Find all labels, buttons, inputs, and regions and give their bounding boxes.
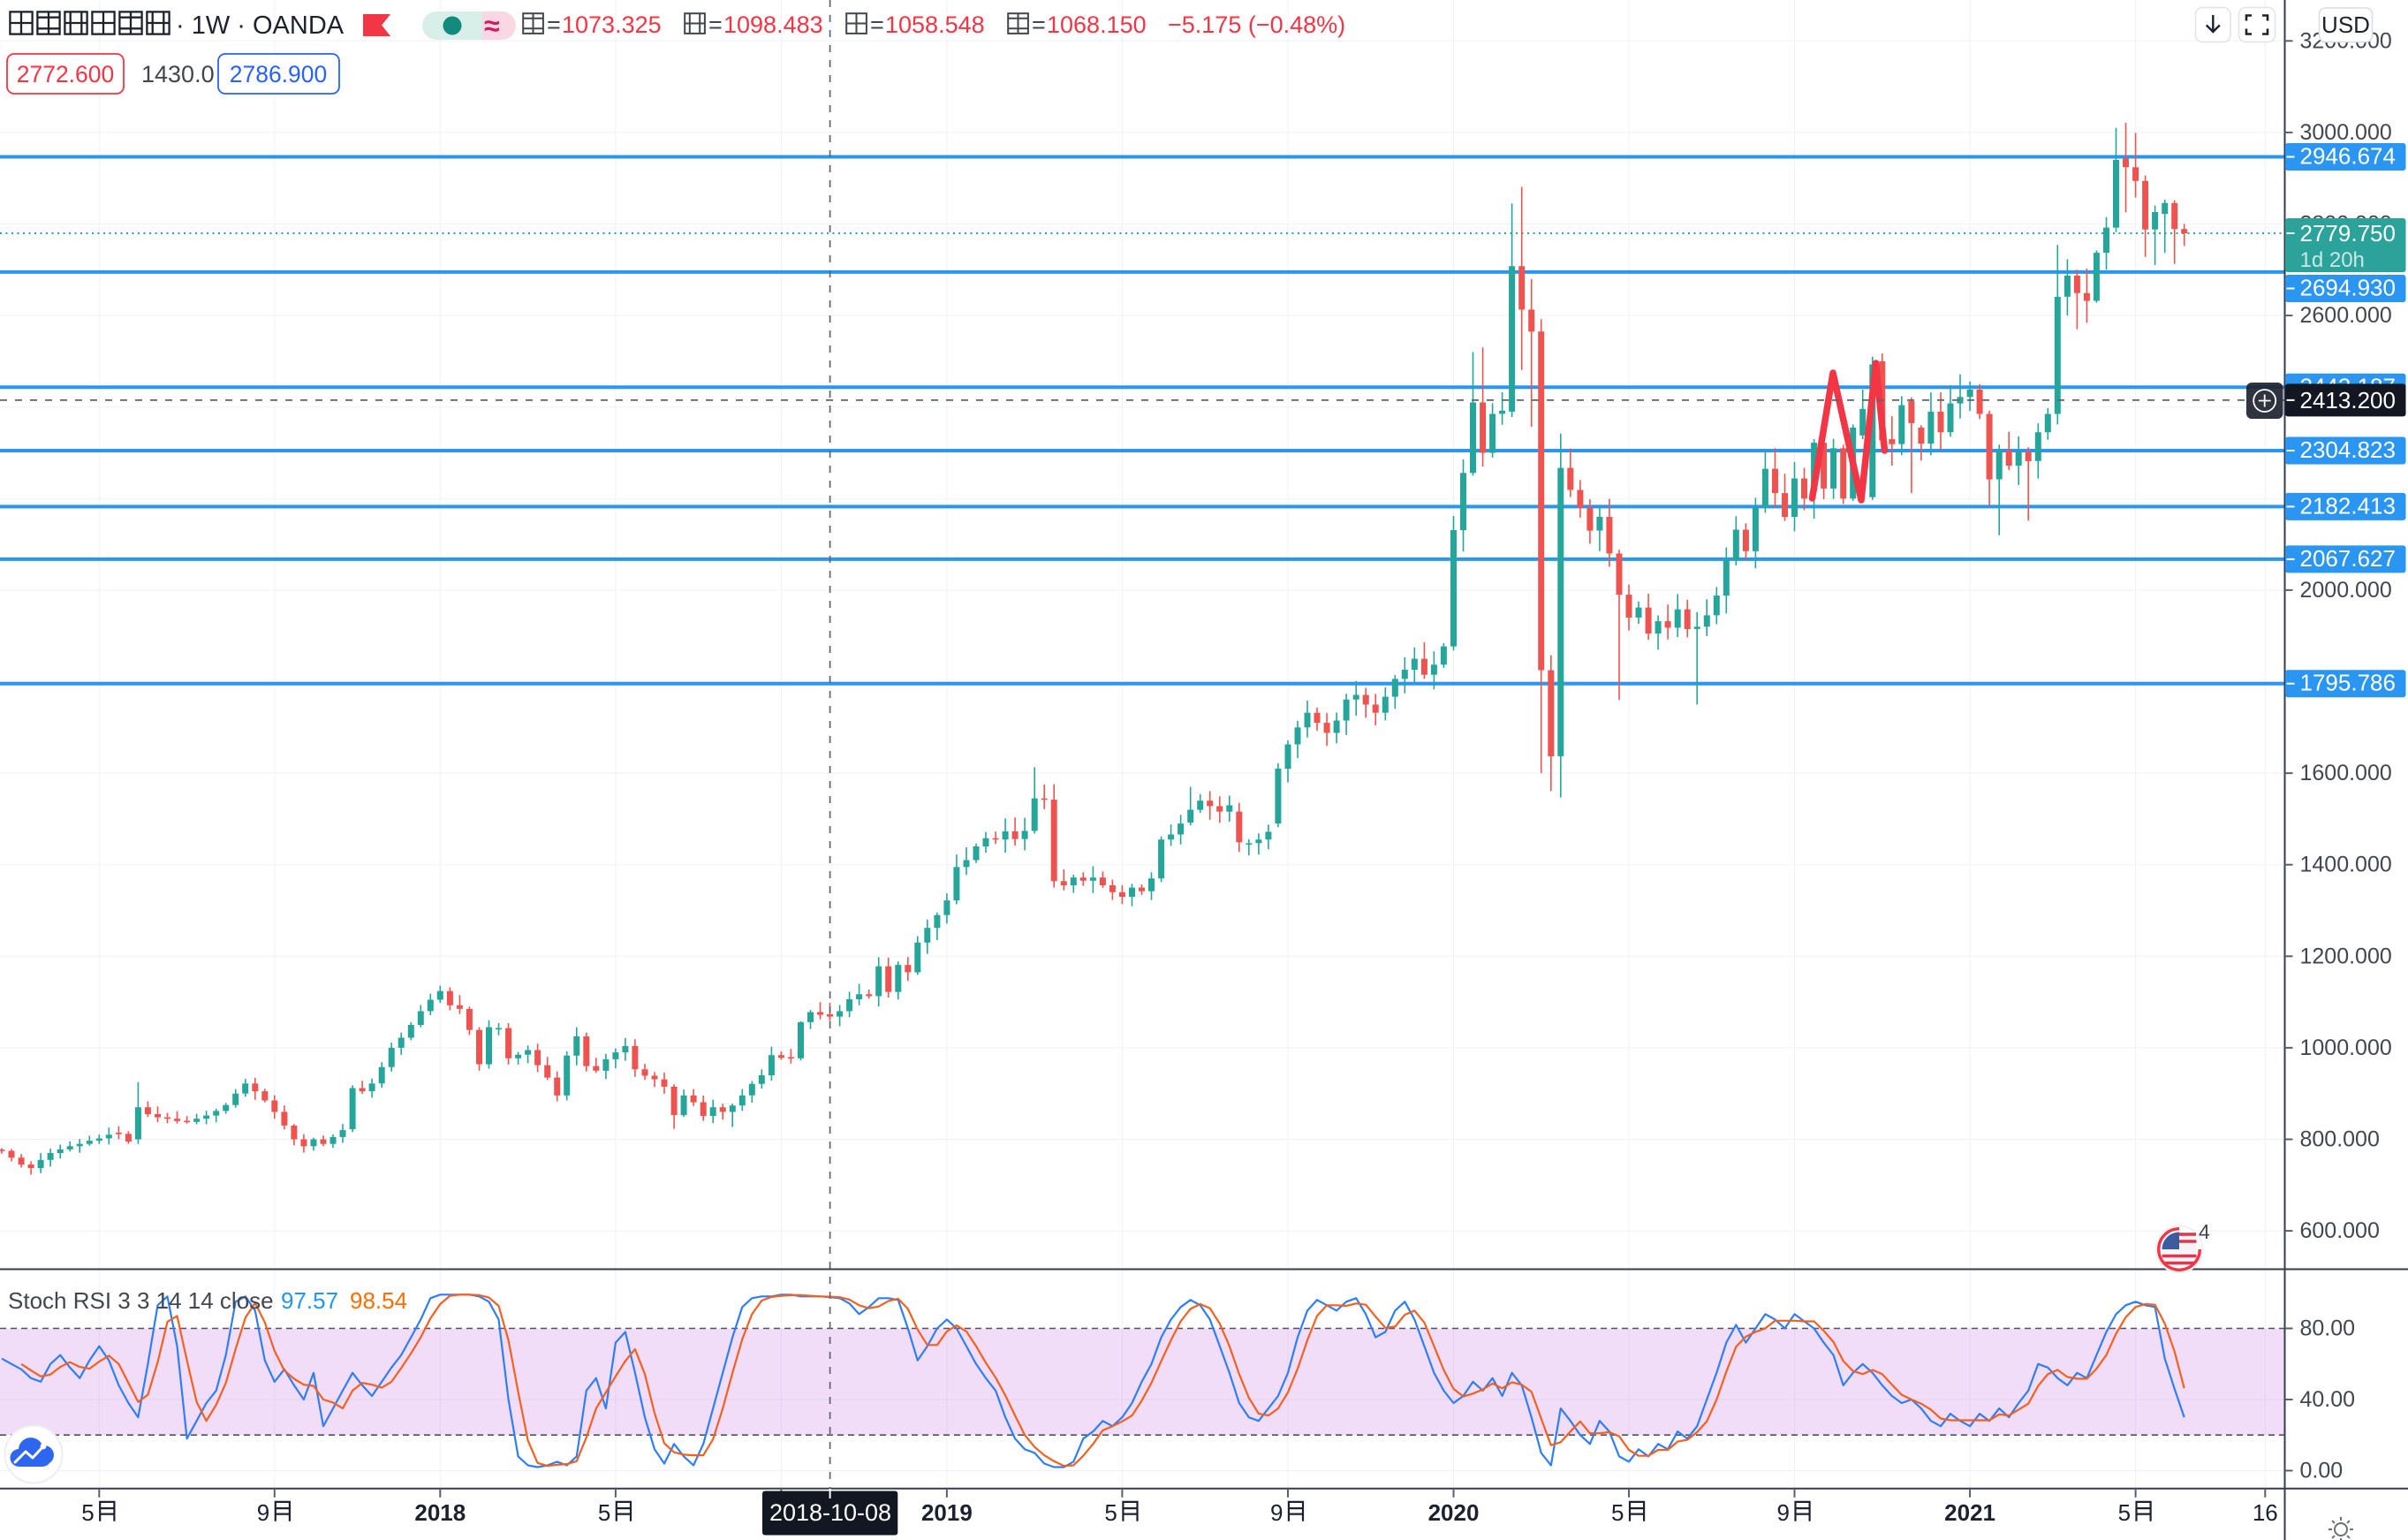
svg-text:1098.483: 1098.483 [723,11,823,38]
svg-text:2000.000: 2000.000 [2300,578,2392,603]
svg-text:2694.930: 2694.930 [2300,275,2396,301]
svg-text:3000.000: 3000.000 [2300,120,2392,145]
svg-text:· 1W · OANDA: · 1W · OANDA [176,11,345,40]
svg-text:5: 5 [2118,1499,2131,1526]
svg-text:=: = [547,11,561,38]
svg-text:2182.413: 2182.413 [2300,492,2396,519]
svg-text:5: 5 [1104,1499,1117,1526]
svg-text:1200.000: 1200.000 [2300,944,2392,968]
svg-text:2779.750: 2779.750 [2300,220,2396,247]
svg-text:Stoch RSI 3 3 14 14 close: Stoch RSI 3 3 14 14 close [8,1287,274,1314]
svg-text:4: 4 [2199,1220,2210,1243]
svg-text:1600.000: 1600.000 [2300,761,2392,785]
svg-text:2019: 2019 [921,1499,973,1526]
svg-text:≈: ≈ [484,10,500,42]
svg-text:1d 20h: 1d 20h [2300,248,2365,272]
svg-text:1400.000: 1400.000 [2300,853,2392,877]
svg-text:97.57: 97.57 [281,1287,338,1314]
svg-text:2600.000: 2600.000 [2300,303,2392,328]
svg-text:9: 9 [1270,1499,1283,1526]
svg-text:9: 9 [257,1499,269,1526]
svg-text:=: = [708,11,723,38]
svg-text:80.00: 80.00 [2300,1316,2356,1341]
svg-text:9: 9 [1777,1499,1790,1526]
svg-text:2020: 2020 [1428,1499,1480,1526]
svg-text:1000.000: 1000.000 [2300,1036,2392,1060]
svg-text:1058.548: 1058.548 [885,11,985,38]
svg-text:USD: USD [2321,11,2370,38]
svg-text:1795.786: 1795.786 [2300,670,2396,696]
svg-text:=: = [1032,11,1046,38]
svg-text:2772.600: 2772.600 [17,61,115,87]
svg-text:16: 16 [2253,1499,2278,1526]
svg-text:2304.823: 2304.823 [2300,436,2396,463]
svg-text:5: 5 [1611,1499,1624,1526]
svg-text:2021: 2021 [1944,1499,1995,1526]
svg-text:1073.325: 1073.325 [562,11,662,38]
svg-text:2067.627: 2067.627 [2300,545,2396,572]
svg-text:0.00: 0.00 [2300,1459,2344,1483]
svg-text:98.54: 98.54 [350,1287,407,1314]
svg-text:2786.900: 2786.900 [230,61,328,87]
svg-text:800.000: 800.000 [2300,1127,2380,1152]
svg-text:1068.150: 1068.150 [1047,11,1147,38]
svg-text:1430.0: 1430.0 [141,61,215,87]
svg-text:5: 5 [81,1499,94,1526]
svg-text:40.00: 40.00 [2300,1387,2356,1412]
svg-text:2018: 2018 [414,1499,466,1526]
svg-text:−5.175 (−0.48%): −5.175 (−0.48%) [1168,11,1345,38]
svg-text:2946.674: 2946.674 [2300,143,2396,170]
svg-text:=: = [870,11,884,38]
svg-text:5: 5 [598,1499,610,1526]
svg-text:600.000: 600.000 [2300,1218,2380,1243]
svg-text:2413.200: 2413.200 [2300,387,2396,413]
svg-text:2018-10-08: 2018-10-08 [769,1499,891,1526]
